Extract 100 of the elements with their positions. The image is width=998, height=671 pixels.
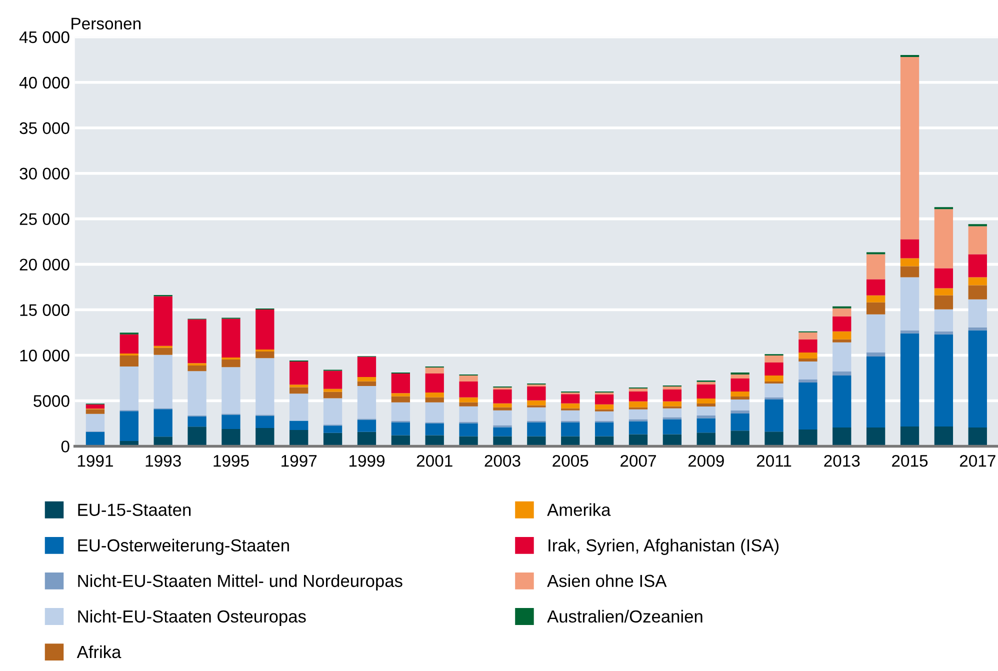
bar (357, 376, 376, 382)
bar (425, 397, 444, 402)
bar (764, 432, 784, 446)
bar (832, 375, 852, 428)
bar (832, 308, 852, 316)
y-tick-label: 0 (61, 440, 70, 452)
bar (493, 389, 512, 404)
bar (900, 239, 920, 258)
x-tick-label: 2009 (688, 454, 724, 467)
bar (798, 382, 818, 430)
y-tick-label: 40 000 (19, 76, 70, 89)
y-axis-title: Personen (72, 18, 140, 30)
bar (764, 399, 784, 432)
bar (188, 426, 206, 446)
bar (290, 394, 308, 421)
bar (86, 404, 105, 409)
x-tick-label: 1991 (78, 454, 113, 467)
bar (222, 414, 240, 430)
bar (154, 354, 172, 408)
bar (934, 288, 954, 296)
bar (154, 409, 172, 437)
bar (459, 402, 478, 406)
bar (357, 356, 376, 377)
bar (832, 339, 852, 342)
bar (968, 327, 987, 330)
bar (866, 314, 886, 352)
bar (425, 374, 444, 392)
bar (323, 370, 342, 389)
bar (968, 427, 987, 446)
bar (357, 432, 376, 446)
bar (323, 392, 342, 398)
bar (86, 414, 105, 432)
bar (120, 334, 138, 354)
bar (934, 209, 954, 268)
bar (866, 295, 886, 302)
bar (493, 407, 512, 410)
bar (866, 254, 886, 280)
bar (730, 430, 750, 446)
x-tick-label: 2001 (416, 454, 452, 467)
bar (934, 268, 954, 288)
bar (832, 371, 852, 376)
bar (832, 331, 852, 340)
bar (188, 371, 206, 416)
bar (628, 401, 648, 408)
bar (527, 407, 546, 422)
x-tick-label: 2015 (892, 454, 928, 467)
y-tick-label: 20 000 (20, 258, 70, 271)
bar (696, 415, 716, 418)
legend-label: Irak, Syrien, Afghanistan (ISA) (548, 538, 779, 555)
bar (357, 386, 376, 419)
bar (459, 406, 478, 422)
x-tick-label: 2003 (484, 454, 520, 467)
bar (832, 427, 852, 446)
bar (968, 299, 987, 328)
bar (222, 318, 240, 358)
bar (459, 423, 478, 436)
x-tick-label: 1997 (282, 454, 317, 467)
bar (323, 426, 342, 433)
bar (968, 285, 987, 300)
bar (798, 339, 818, 352)
bar (222, 367, 240, 414)
bar (696, 418, 716, 433)
bar (188, 365, 206, 372)
bar (900, 330, 920, 334)
bar (323, 388, 342, 392)
bar (290, 430, 308, 446)
bar (561, 403, 580, 408)
bar (798, 361, 818, 380)
bar (425, 402, 444, 422)
bar (696, 398, 716, 404)
bar (900, 426, 920, 446)
bar (594, 422, 614, 436)
bar (459, 381, 478, 398)
bar (696, 432, 716, 446)
bar (86, 432, 105, 446)
bar (866, 356, 886, 428)
bar (222, 429, 240, 446)
bar (290, 387, 308, 394)
bar (696, 403, 716, 406)
bar (764, 383, 784, 398)
bar (866, 279, 886, 296)
legend-label: Australien/Ozeanien (547, 610, 702, 623)
bar (391, 422, 410, 436)
bar (86, 409, 105, 414)
bar (832, 316, 852, 332)
bar (594, 411, 614, 422)
bar (256, 358, 274, 415)
bar (900, 57, 920, 240)
bar (832, 342, 852, 372)
bar (391, 374, 410, 394)
bar (934, 295, 954, 310)
bar (188, 319, 206, 364)
x-tick-label: 1995 (214, 454, 249, 467)
bar (730, 399, 750, 410)
legend-label: Amerika (547, 503, 611, 516)
y-tick-label: 5000 (34, 395, 70, 407)
bar (628, 421, 648, 434)
bar (493, 436, 512, 446)
bar (493, 410, 512, 426)
bar (561, 410, 580, 422)
